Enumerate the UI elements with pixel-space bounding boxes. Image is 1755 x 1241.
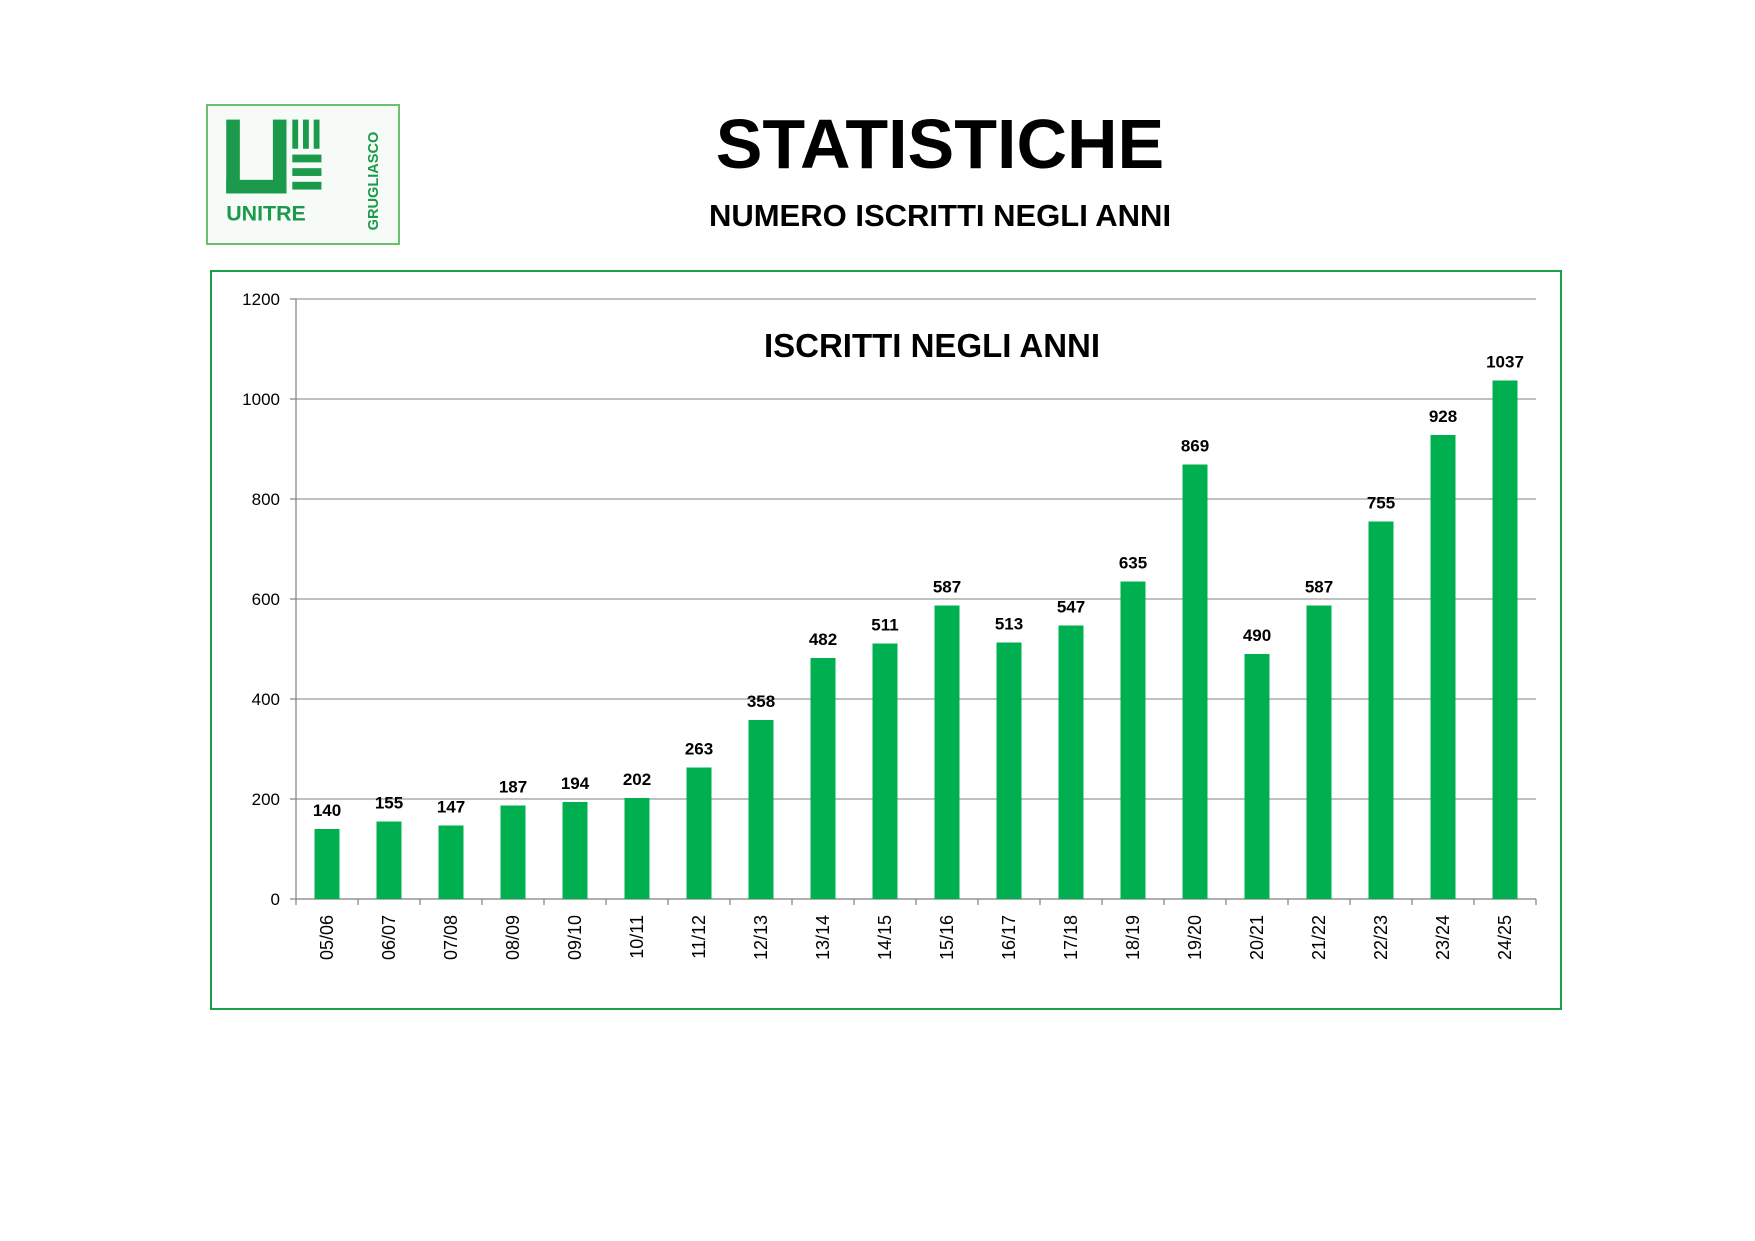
data-label: 587 [933, 578, 961, 597]
bar [1492, 380, 1518, 899]
data-label: 194 [561, 774, 590, 793]
bar [1182, 464, 1208, 899]
x-tick-label: 10/11 [627, 915, 647, 959]
data-label: 869 [1181, 437, 1209, 456]
y-tick-label: 1200 [242, 290, 280, 309]
bar [1306, 605, 1332, 899]
data-label: 755 [1367, 494, 1395, 513]
data-label: 490 [1243, 626, 1271, 645]
x-tick-label: 20/21 [1247, 915, 1267, 960]
bar [624, 798, 650, 899]
x-tick-label: 11/12 [689, 915, 709, 959]
chart-title: ISCRITTI NEGLI ANNI [763, 327, 1101, 364]
page-title: STATISTICHE [715, 105, 1165, 183]
y-tick-label: 1000 [242, 390, 280, 409]
x-tick-label: 07/08 [441, 915, 461, 960]
y-tick-label: 600 [252, 590, 280, 609]
logo-location: GRUGLIASCO [366, 132, 382, 231]
bar [810, 658, 836, 899]
logo-name: UNITRE [226, 202, 306, 226]
chart-frame: 0 200 400 600 800 1000 1200 140 05/06 155 06/07 147… [210, 270, 1562, 1010]
bar [872, 643, 898, 899]
data-label: 547 [1057, 598, 1085, 617]
x-tick-label: 05/06 [317, 915, 337, 960]
data-label: 202 [623, 770, 651, 789]
data-label: 358 [747, 692, 775, 711]
bar [1120, 581, 1146, 899]
data-label: 155 [375, 794, 403, 813]
page-subtitle: NUMERO ISCRITTI NEGLI ANNI [708, 198, 1172, 233]
data-label: 482 [809, 630, 837, 649]
bar [1244, 654, 1270, 899]
bar [1058, 625, 1084, 899]
bar-chart: 0 200 400 600 800 1000 1200 140 05/06 155 06/07 147… [242, 290, 1537, 960]
x-tick-label: 23/24 [1433, 915, 1453, 960]
y-tick-label: 400 [252, 690, 280, 709]
x-tick-label: 14/15 [875, 915, 895, 960]
x-tick-label: 06/07 [379, 915, 399, 960]
y-tick-label: 200 [252, 790, 280, 809]
bar [314, 829, 340, 899]
data-label: 140 [313, 801, 341, 820]
x-tick-label: 18/19 [1123, 915, 1143, 960]
data-label: 1037 [1486, 353, 1524, 372]
data-label: 263 [685, 740, 713, 759]
x-tick-label: 16/17 [999, 915, 1019, 960]
y-tick-label: 800 [252, 490, 280, 509]
x-tick-label: 13/14 [813, 915, 833, 960]
x-tick-label: 17/18 [1061, 915, 1081, 960]
x-tick-label: 08/09 [503, 915, 523, 960]
x-tick-label: 15/16 [937, 915, 957, 960]
bar [562, 802, 588, 899]
data-label: 513 [995, 615, 1023, 634]
data-label: 928 [1429, 407, 1457, 426]
bar [748, 720, 774, 899]
bar [376, 821, 402, 899]
x-tick-label: 22/23 [1371, 915, 1391, 960]
data-label: 635 [1119, 554, 1147, 573]
y-tick-label: 0 [271, 890, 280, 909]
data-label: 147 [437, 798, 465, 817]
x-tick-label: 21/22 [1309, 915, 1329, 960]
bar [1430, 435, 1456, 899]
bar [996, 642, 1022, 899]
bar [500, 805, 526, 899]
data-label: 511 [871, 616, 898, 635]
data-label: 587 [1305, 578, 1333, 597]
x-tick-label: 12/13 [751, 915, 771, 960]
data-label: 187 [499, 778, 527, 797]
x-tick-label: 09/10 [565, 915, 585, 960]
x-tick-label: 19/20 [1185, 915, 1205, 960]
bar [438, 825, 464, 899]
x-tick-label: 24/25 [1495, 915, 1515, 960]
bar [1368, 521, 1394, 899]
bar [934, 605, 960, 899]
unitre-logo: UNITRE GRUGLIASCO [206, 104, 400, 245]
bar [686, 767, 712, 899]
